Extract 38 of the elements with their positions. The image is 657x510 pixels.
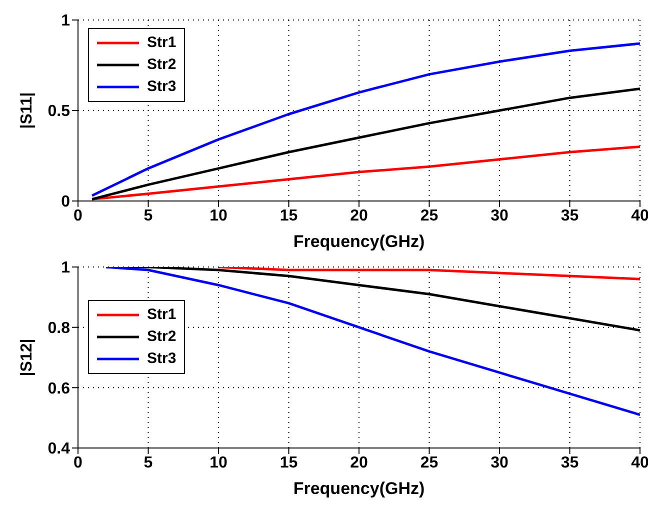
x-tick-label: 30 bbox=[490, 207, 508, 224]
line-series bbox=[104, 267, 640, 416]
x-tick-label: 10 bbox=[210, 207, 228, 224]
legend-label: Str2 bbox=[147, 327, 176, 347]
x-tick-label: 25 bbox=[420, 454, 438, 472]
x-tick-label: 35 bbox=[560, 454, 579, 472]
legend-label: Str3 bbox=[147, 349, 176, 369]
x-tick-label: 40 bbox=[631, 454, 649, 472]
x-tick-label: 30 bbox=[490, 454, 508, 472]
y-axis-title: |S12| bbox=[18, 338, 36, 376]
legend-label: Str1 bbox=[147, 305, 176, 325]
x-tick-label: 20 bbox=[350, 454, 368, 472]
y-tick-label: 1 bbox=[61, 260, 70, 277]
y-tick-label: 0 bbox=[61, 194, 70, 211]
y-axis-title: |S11| bbox=[18, 92, 36, 129]
x-tick-label: 40 bbox=[631, 207, 649, 224]
x-tick-label: 0 bbox=[74, 454, 83, 472]
y-tick-label: 0.4 bbox=[48, 440, 70, 458]
legend-label: Str2 bbox=[147, 55, 176, 75]
x-tick-label: 15 bbox=[280, 207, 298, 224]
x-tick-label: 35 bbox=[560, 207, 579, 224]
line-series bbox=[90, 145, 640, 200]
x-tick-label: 5 bbox=[144, 207, 153, 224]
x-tick-label: 15 bbox=[280, 454, 298, 472]
legend-label: Str3 bbox=[147, 77, 176, 97]
x-tick-label: 0 bbox=[74, 207, 83, 224]
legend-label: Str1 bbox=[147, 33, 176, 53]
x-axis-title: Frequency(GHz) bbox=[293, 479, 425, 498]
y-tick-label: 0.6 bbox=[48, 380, 70, 398]
y-tick-label: 0.8 bbox=[48, 320, 70, 338]
x-tick-label: 5 bbox=[144, 454, 153, 472]
x-tick-label: 10 bbox=[210, 454, 228, 472]
y-tick-label: 0.5 bbox=[48, 103, 70, 120]
line-series bbox=[217, 267, 640, 280]
x-tick-label: 20 bbox=[350, 207, 368, 224]
x-axis-title: Frequency(GHz) bbox=[293, 232, 425, 251]
y-tick-label: 1 bbox=[61, 12, 70, 30]
x-tick-label: 25 bbox=[420, 207, 438, 224]
